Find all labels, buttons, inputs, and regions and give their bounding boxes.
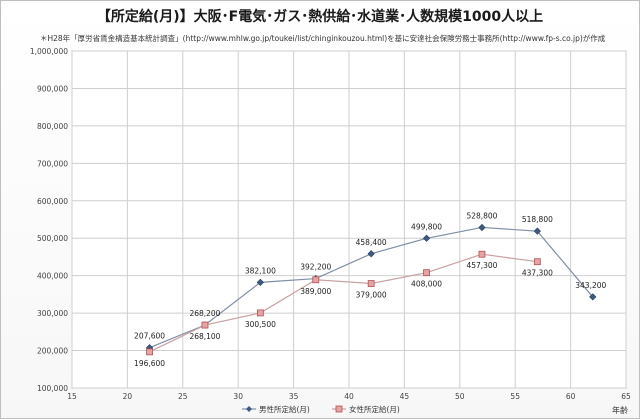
data-label: 389,000 [300, 287, 331, 296]
y-tick-label: 200,000 [37, 347, 68, 356]
x-tick-label: 35 [289, 392, 299, 401]
female-data-point [533, 258, 541, 266]
data-label: 499,800 [411, 222, 442, 231]
x-tick-label: 60 [566, 392, 576, 401]
data-label: 268,100 [189, 332, 220, 341]
male-data-point [589, 293, 597, 301]
legend-male-label: 男性所定給(月) [259, 404, 310, 414]
y-tick-label: 100,000 [37, 384, 68, 393]
male-data-point [533, 227, 541, 235]
data-label: 528,800 [466, 211, 497, 220]
x-tick-label: 50 [455, 392, 465, 401]
x-tick-label: 40 [344, 392, 354, 401]
female-data-point [201, 321, 209, 329]
male-data-point [256, 278, 264, 286]
x-axis-label: 年齢 [612, 405, 628, 415]
female-data-point [478, 250, 486, 258]
data-label: 268,200 [189, 309, 220, 318]
x-tick-label: 30 [233, 392, 243, 401]
female-data-point [367, 280, 375, 287]
y-tick-label: 400,000 [37, 272, 68, 281]
x-tick-label: 15 [67, 392, 77, 401]
y-tick-label: 500,000 [37, 234, 68, 243]
female-data-point [146, 348, 153, 356]
data-label: 382,100 [245, 266, 276, 275]
male-data-point [422, 234, 431, 242]
y-tick-label: 900,000 [37, 84, 68, 93]
female-data-point [256, 309, 264, 317]
legend-male-marker [246, 406, 252, 412]
female-data-point [423, 269, 430, 277]
x-tick-label: 65 [621, 392, 631, 401]
x-tick-label: 20 [123, 392, 133, 401]
chart-title: 【所定給(月)】大阪･F電気･ガス･熱供給･水道業･人数規模1000人以上 [96, 9, 544, 25]
male-data-point [478, 223, 486, 232]
data-label: 457,300 [466, 261, 497, 270]
y-tick-label: 700,000 [37, 159, 68, 168]
y-tick-label: 1,000,000 [30, 47, 68, 56]
y-tick-label: 600,000 [37, 197, 68, 206]
data-label: 408,000 [411, 280, 442, 289]
male-data-point [367, 250, 375, 258]
data-label: 437,300 [522, 269, 553, 278]
series-line-female [149, 253, 538, 353]
x-tick-label: 25 [178, 392, 188, 401]
data-label: 207,600 [134, 332, 165, 341]
data-label: 196,600 [134, 359, 165, 368]
y-tick-label: 800,000 [37, 122, 68, 131]
data-label: 518,800 [522, 215, 553, 224]
legend-female-label: 女性所定給(月) [349, 404, 400, 414]
female-data-point [312, 276, 320, 284]
x-tick-label: 45 [400, 392, 410, 401]
legend-female-marker [335, 405, 343, 413]
data-label: 458,400 [356, 238, 387, 247]
data-label: 300,500 [245, 320, 276, 329]
data-label: 343,200 [575, 281, 606, 290]
data-label: 379,000 [356, 291, 387, 300]
y-tick-label: 300,000 [37, 309, 68, 318]
source-note: ＊H28年「厚労省賃金構造基本統計調査」(http://www.mhlw.go.… [40, 34, 606, 43]
data-label: 392,200 [300, 263, 331, 272]
x-tick-label: 55 [510, 392, 520, 401]
